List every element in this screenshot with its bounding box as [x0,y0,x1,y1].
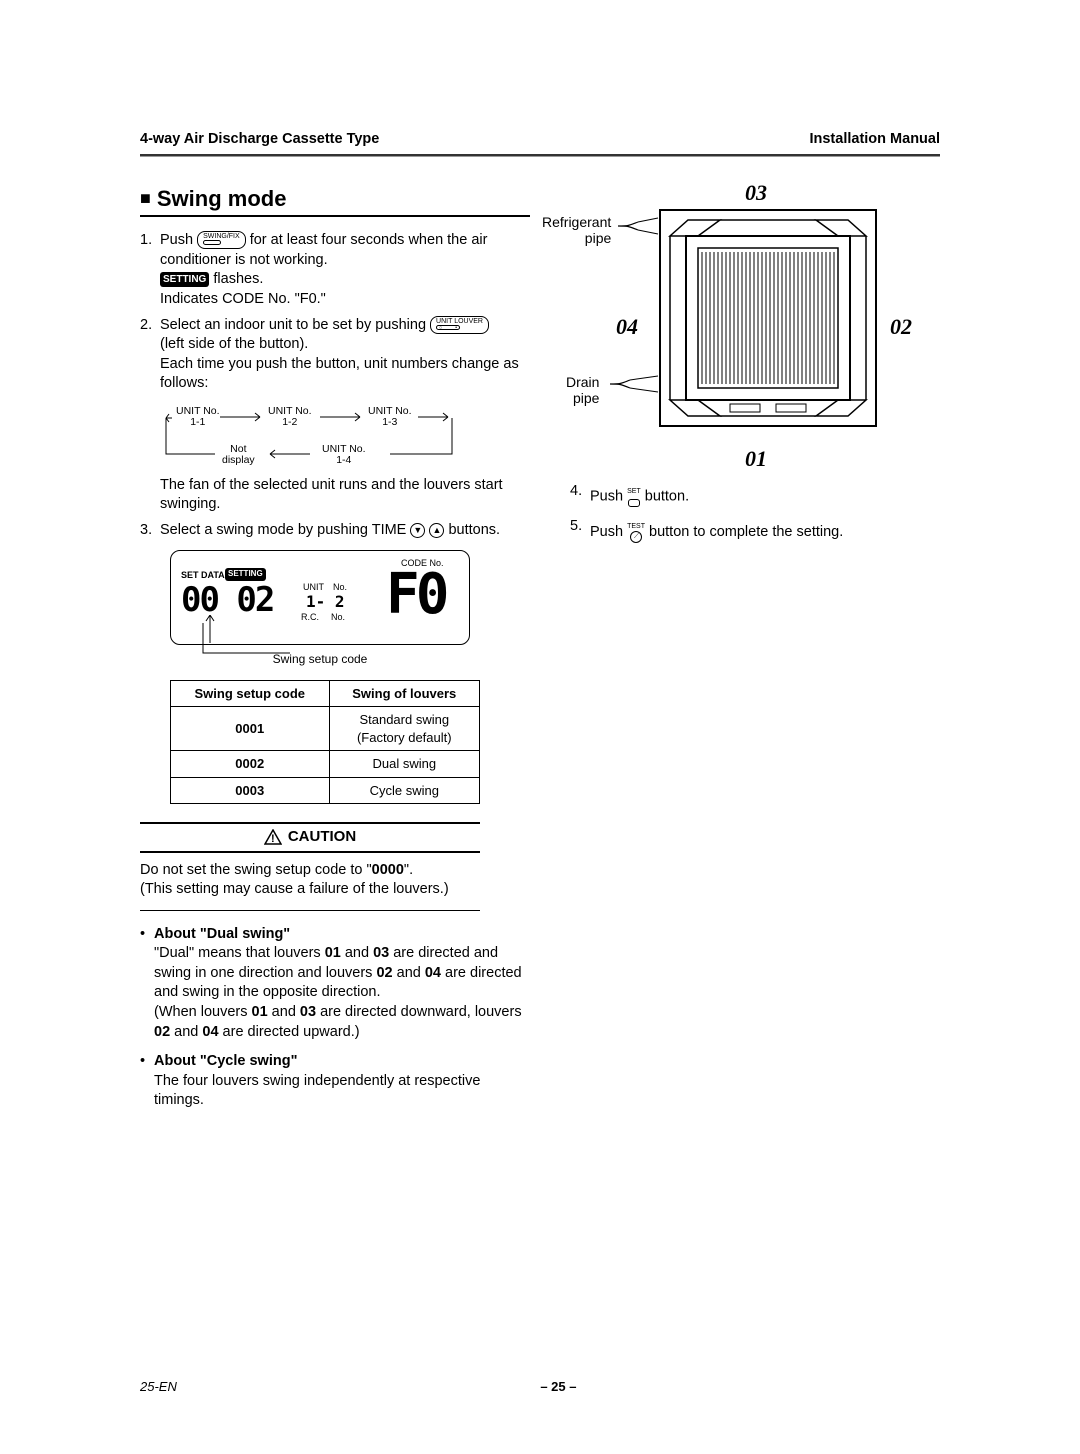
page-footer: 25-EN – 25 – [140,1378,940,1396]
header-rule [140,154,940,156]
set-button-icon: SET [627,482,641,511]
swing-fix-button-icon: SWING/FIX [197,231,246,249]
title-rule [140,215,530,217]
svg-text:F0: F0 [386,567,447,621]
test-button-icon: TEST ⟋ [627,517,645,547]
swing-code-table: Swing setup codeSwing of louvers 0001 St… [170,680,480,805]
setting-badge-icon: SETTING [160,272,209,288]
cassette-diagram: 03 04 02 01 Refrigerantpipe Drainpipe [570,184,930,474]
svg-text:!: ! [271,833,275,845]
about-dual-swing: • About "Dual swing" "Dual" means that l… [140,925,530,1042]
lcd-display-diagram: SET DATA SETTING 00 02 UNIT No. 1- 2 R.C… [140,550,530,667]
caution-triangle-icon: ! [264,829,282,845]
svg-text:00 02: 00 02 [181,581,273,617]
step-5: 5. Push TEST ⟋ button to complete the se… [570,517,940,547]
header-right: Installation Manual [809,130,940,150]
unit-louver-button-icon: UNIT LOUVER ○ • [430,316,489,334]
time-up-icon: ▲ [429,523,444,538]
header-left: 4-way Air Discharge Cassette Type [140,130,379,150]
unit-cycle-diagram: UNIT No.1-1 UNIT No.1-2 UNIT No.1-3 UNIT… [160,404,460,468]
section-title: ■Swing mode [140,184,530,214]
caution-box: ! CAUTION Do not set the swing setup cod… [140,822,480,910]
time-down-icon: ▼ [410,523,425,538]
step-4: 4. Push SET button. [570,482,940,511]
step-1: 1. Push SWING/FIX for at least four seco… [140,231,530,309]
step-2-tail: The fan of the selected unit runs and th… [140,476,530,515]
about-cycle-swing: • About "Cycle swing" The four louvers s… [140,1052,530,1111]
step-2: 2. Select an indoor unit to be set by pu… [140,316,530,394]
step-3: 3. Select a swing mode by pushing TIME ▼… [140,521,530,541]
